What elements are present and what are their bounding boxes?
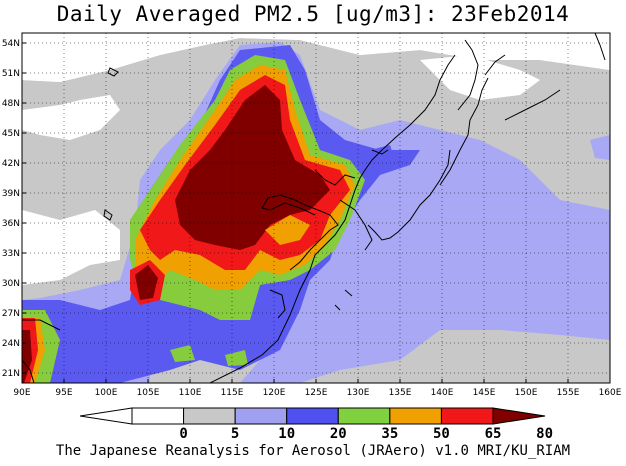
lon-tick-label: 155E (557, 388, 580, 398)
colorbar-segment (440, 407, 494, 425)
latitude-axis: 21N 24N 27N 30N 33N 36N 39N 42N 45N 48N 51N 54N (2, 39, 26, 379)
colorbar: 0 5 10 20 35 50 65 80 (79, 407, 553, 442)
lat-tick-label: 45N (2, 129, 20, 139)
colorbar-segment (131, 407, 185, 425)
map-title: Daily Averaged PM2.5 [ug/m3]: 23Feb2014 (56, 2, 570, 26)
colorbar-label: 0 (179, 426, 187, 442)
lat-tick-label: 30N (2, 279, 20, 289)
lat-tick-label: 51N (2, 69, 20, 79)
coastlines (22, 33, 606, 383)
colorbar-label: 10 (278, 426, 295, 442)
colorbar-label: 50 (433, 426, 450, 442)
lon-tick-label: 160E (599, 388, 622, 398)
lat-tick-label: 39N (2, 189, 20, 199)
colorbar-max-arrow (492, 407, 546, 425)
colorbar-segment (234, 407, 288, 425)
lat-tick-label: 21N (2, 369, 20, 379)
colorbar-label: 80 (536, 426, 553, 442)
colorbar-min-arrow (79, 407, 133, 425)
lat-tick-label: 24N (2, 339, 20, 349)
colorbar-label: 65 (485, 426, 502, 442)
lon-tick-label: 130E (347, 388, 370, 398)
lon-tick-label: 110E (179, 388, 202, 398)
colorbar-segment (389, 407, 442, 425)
lon-tick-label: 150E (515, 388, 538, 398)
concentration-field (22, 33, 610, 383)
lat-tick-label: 27N (2, 309, 20, 319)
lon-tick-label: 95E (55, 388, 72, 398)
lat-tick-label: 36N (2, 219, 20, 229)
lat-tick-label: 54N (2, 39, 20, 49)
colorbar-label: 35 (381, 426, 398, 442)
lon-tick-label: 100E (95, 388, 118, 398)
lon-tick-label: 145E (473, 388, 496, 398)
lon-tick-label: 120E (263, 388, 286, 398)
lon-tick-label: 115E (221, 388, 244, 398)
footer-credit: The Japanese Reanalysis for Aerosol (JRA… (55, 443, 571, 459)
lon-tick-label: 125E (305, 388, 328, 398)
lon-tick-label: 90E (13, 388, 30, 398)
lat-tick-label: 42N (2, 159, 20, 169)
colorbar-label: 5 (231, 426, 239, 442)
lat-tick-label: 48N (2, 99, 20, 109)
colorbar-segment (286, 407, 339, 425)
lon-tick-label: 105E (137, 388, 160, 398)
lon-tick-label: 140E (431, 388, 454, 398)
longitude-axis: 90E 95E 100E 105E 110E 115E 120E 125E 130E 135E 14… (13, 379, 622, 398)
lat-tick-label: 33N (2, 249, 20, 259)
colorbar-segment (183, 407, 236, 425)
colorbar-segment (337, 407, 391, 425)
lon-tick-label: 135E (389, 388, 412, 398)
colorbar-label: 20 (330, 426, 347, 442)
